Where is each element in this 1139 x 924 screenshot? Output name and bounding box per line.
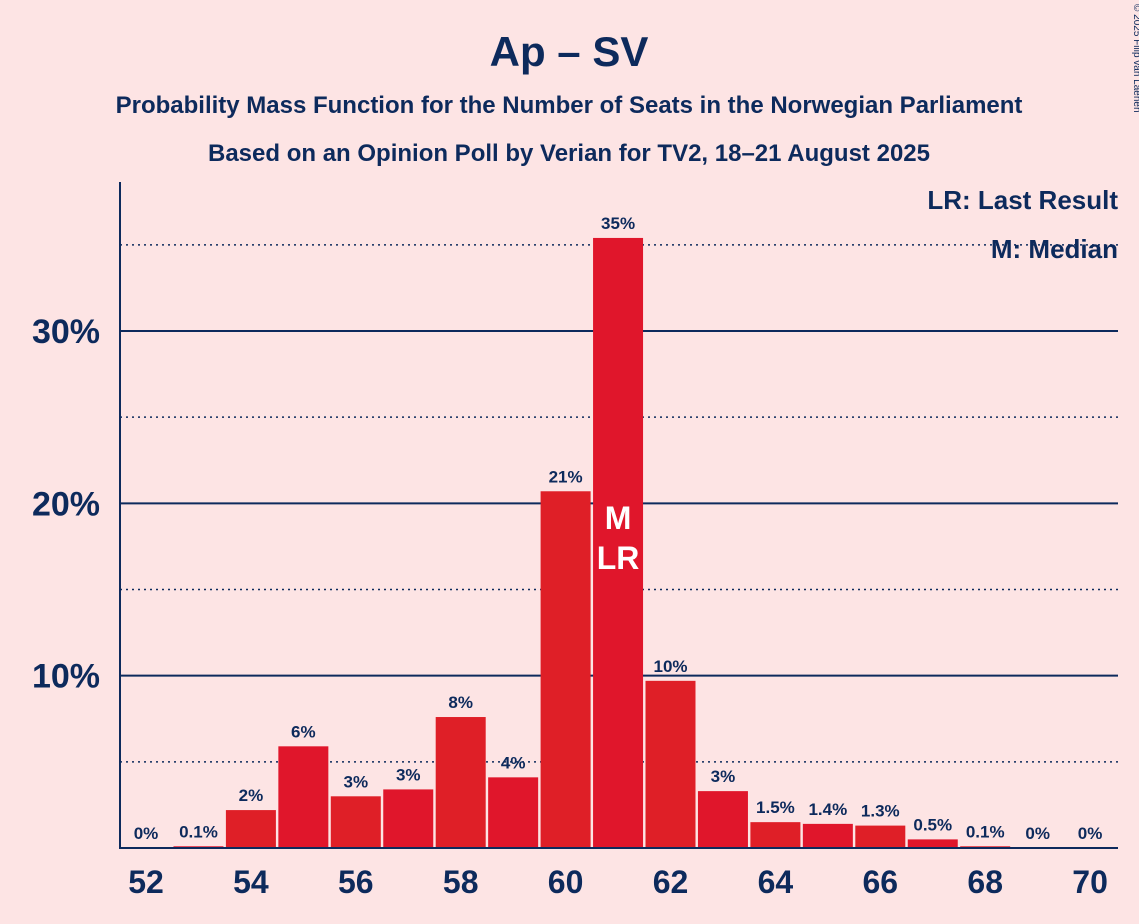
data-label-seat-64: 1.5% [756, 798, 795, 817]
last-result-mark: LR [597, 540, 640, 576]
legend-median: M: Median [991, 234, 1118, 264]
x-tick-label: 64 [758, 864, 794, 900]
chart-subtitle-line1: Probability Mass Function for the Number… [116, 92, 1023, 119]
bar-seat-67 [907, 839, 958, 848]
x-tick-label: 70 [1072, 864, 1108, 900]
data-label-seat-70: 0% [1078, 824, 1103, 843]
copyright-notice: © 2025 Filip van Laenen [1131, 4, 1139, 113]
chart-title: Ap – SV [490, 28, 649, 75]
x-tick-label: 62 [653, 864, 689, 900]
data-label-seat-61: 35% [601, 214, 635, 233]
x-tick-label: 60 [548, 864, 584, 900]
bar-seat-62 [645, 680, 696, 848]
bar-seat-63 [697, 791, 748, 848]
chart-subtitle-line2: Based on an Opinion Poll by Verian for T… [208, 140, 930, 167]
data-label-seat-68: 0.1% [966, 822, 1005, 841]
y-tick-label: 10% [32, 658, 100, 696]
bar-seat-57 [383, 789, 434, 848]
data-label-seat-63: 3% [711, 767, 736, 786]
y-tick-label: 30% [32, 313, 100, 351]
legend-last-result: LR: Last Result [927, 185, 1118, 215]
data-label-seat-59: 4% [501, 753, 526, 772]
x-tick-label: 68 [967, 864, 1003, 900]
bar-seat-65 [802, 823, 853, 848]
data-label-seat-66: 1.3% [861, 802, 900, 821]
data-label-seat-60: 21% [549, 467, 583, 486]
median-mark: M [605, 500, 632, 536]
axes: 10% 20% 30% 52 54 56 58 60 62 64 66 68 70 [32, 182, 1118, 900]
x-tick-label: 52 [128, 864, 164, 900]
bar-seat-64 [750, 822, 801, 848]
data-label-seat-58: 8% [448, 693, 473, 712]
bar-seat-58 [435, 717, 486, 848]
data-label-seat-67: 0.5% [913, 815, 952, 834]
bar-seat-61 [593, 237, 644, 848]
data-label-seat-55: 6% [291, 722, 316, 741]
x-tick-label: 56 [338, 864, 374, 900]
data-labels: 0% 0.1% 2% 6% 3% 3% 8% 4% 21% 35% M LR 10% 3% 1.5% 1.4%… [134, 214, 1103, 843]
data-label-seat-62: 10% [653, 657, 687, 676]
data-label-seat-54: 2% [239, 786, 264, 805]
y-tick-label: 20% [32, 485, 100, 523]
x-tick-label: 58 [443, 864, 479, 900]
data-label-seat-52: 0% [134, 824, 159, 843]
bar-seat-59 [488, 777, 539, 848]
data-label-seat-56: 3% [344, 772, 369, 791]
data-label-seat-57: 3% [396, 765, 421, 784]
bar-seat-54 [225, 810, 276, 848]
bars [173, 237, 1011, 848]
bar-seat-56 [330, 796, 381, 848]
x-tick-label: 66 [863, 864, 899, 900]
bar-seat-60 [540, 491, 591, 848]
bar-seat-55 [278, 746, 329, 848]
data-label-seat-69: 0% [1025, 824, 1050, 843]
bar-seat-66 [855, 825, 906, 848]
data-label-seat-53: 0.1% [179, 822, 218, 841]
x-tick-label: 54 [233, 864, 269, 900]
data-label-seat-65: 1.4% [808, 800, 847, 819]
